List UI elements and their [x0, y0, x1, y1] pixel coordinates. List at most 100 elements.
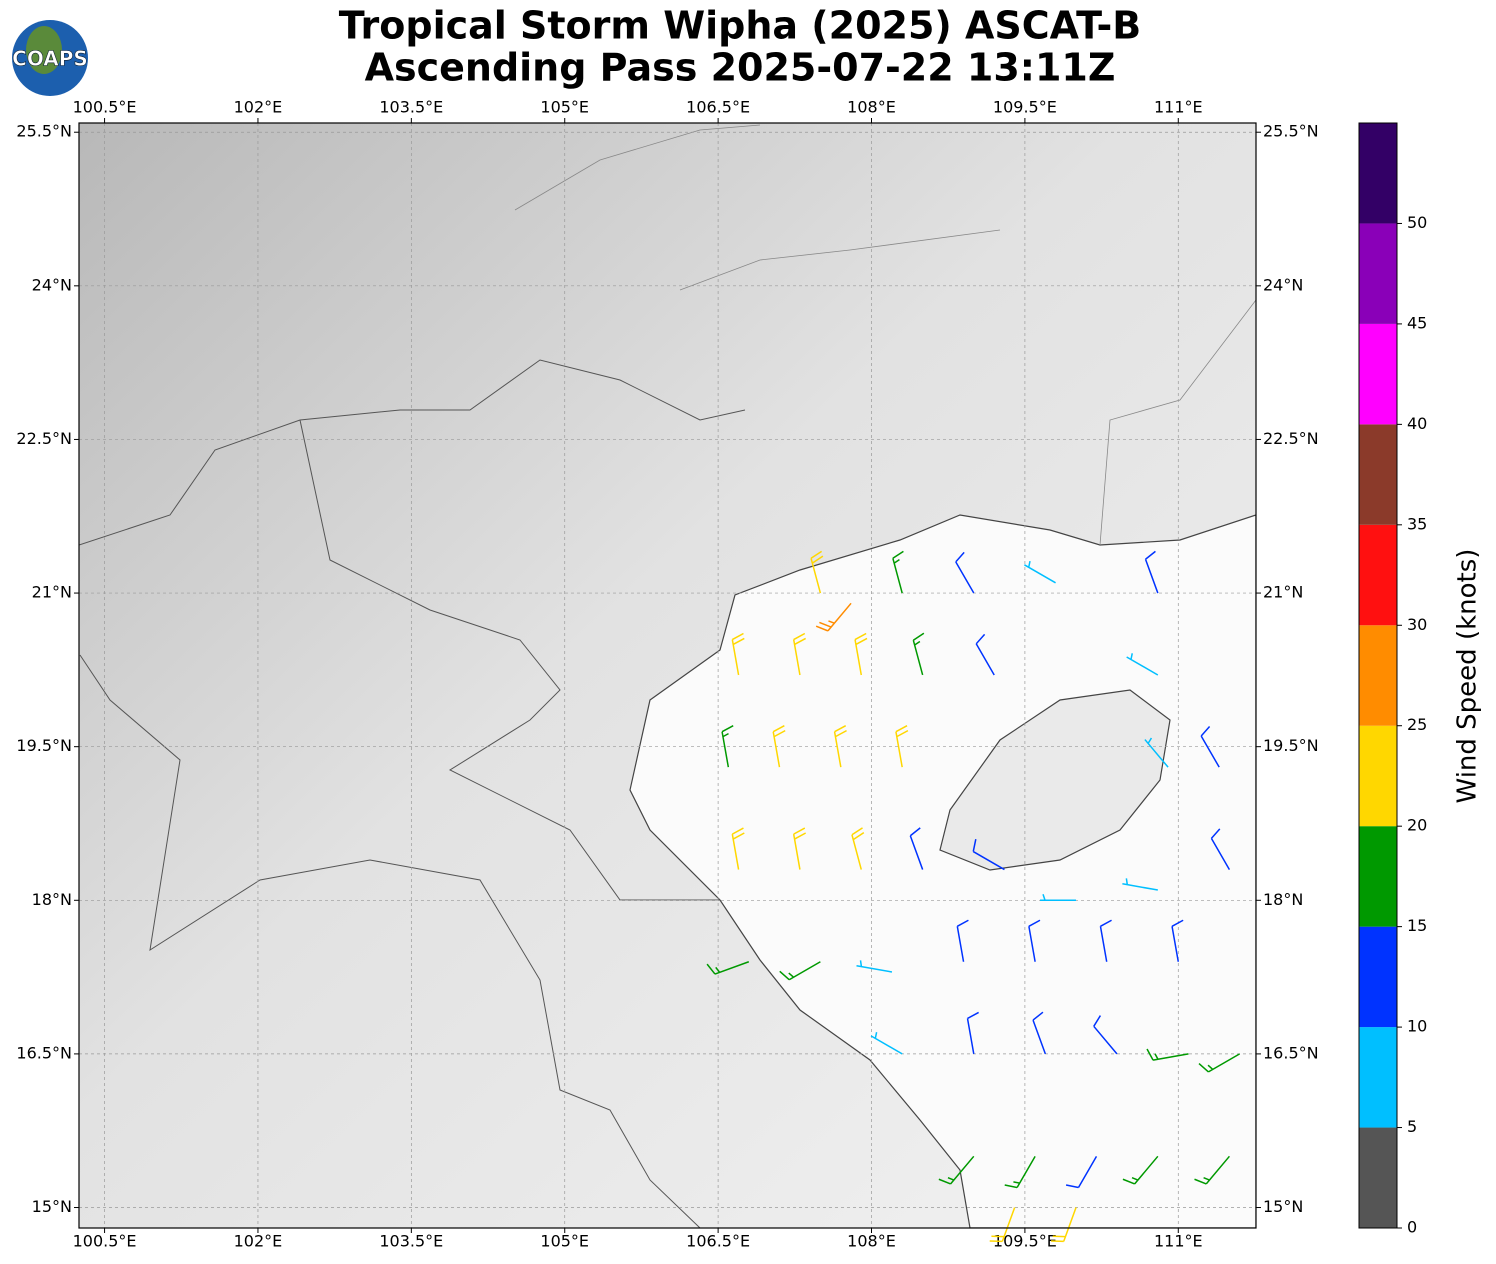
- lat-tick-label: 18°N: [1263, 890, 1303, 909]
- wind-barb: [972, 839, 1005, 871]
- logo: COAPS: [12, 20, 88, 96]
- wind-barb: [721, 725, 734, 768]
- wind-barb: [1032, 1011, 1047, 1055]
- title-line: Ascending Pass 2025-07-22 13:11Z: [365, 46, 1116, 90]
- wind-barb: [1200, 726, 1220, 768]
- colorbar-frame: [1358, 122, 1398, 1229]
- wind-barb: [1126, 653, 1159, 676]
- colorbar-bin: [1359, 725, 1397, 827]
- wind-barb: [1065, 1155, 1098, 1189]
- wind-barb: [955, 551, 975, 594]
- colorbar-bin: [1359, 1127, 1397, 1228]
- wind-barb: [706, 961, 750, 975]
- wind-barb: [938, 1155, 975, 1185]
- lon-tick-label: 111°E: [1154, 98, 1203, 117]
- lat-tick-label: 21°N: [32, 583, 72, 602]
- lat-tick-label: 21°N: [1263, 583, 1303, 602]
- wind-barb: [1040, 894, 1077, 902]
- lon-tick-label: 109.5°E: [993, 1232, 1057, 1251]
- colorbar-tick-label: 5: [1407, 1117, 1417, 1136]
- wind-barb: [1099, 919, 1112, 962]
- lat-tick-label: 15°N: [32, 1197, 72, 1216]
- lat-tick-label: 22.5°N: [1263, 429, 1319, 448]
- wind-barb: [966, 1011, 979, 1055]
- wind-barb: [854, 632, 868, 676]
- wind-barb: [1198, 1053, 1241, 1073]
- lat-tick-label: 25.5°N: [1263, 122, 1319, 141]
- wind-barb: [870, 1032, 903, 1055]
- wind-barb: [1146, 1048, 1189, 1061]
- wind-barb: [792, 827, 807, 870]
- wind-barb: [975, 633, 995, 676]
- colorbar-bin: [1359, 926, 1397, 1028]
- wind-barb: [1093, 1015, 1118, 1055]
- colorbar-bin: [1359, 123, 1397, 224]
- colorbar-bin: [1359, 524, 1397, 626]
- colorbar-bin: [1359, 323, 1397, 425]
- wind-barb: [810, 550, 824, 594]
- colorbar-bin: [1359, 223, 1397, 324]
- wind-barb: [909, 827, 924, 870]
- lon-tick-label: 100.5°E: [73, 1232, 137, 1251]
- lat-tick-label: 22.5°N: [16, 429, 72, 448]
- wind-barb: [892, 550, 904, 594]
- lat-tick-label: 18°N: [32, 890, 72, 909]
- lon-tick-label: 105°E: [540, 98, 589, 117]
- wind-barb: [856, 960, 893, 973]
- logo-text: COAPS: [12, 47, 88, 71]
- wind-barb: [895, 725, 909, 768]
- wind-barb: [1024, 560, 1056, 584]
- colorbar-tick-label: 30: [1407, 615, 1427, 634]
- lon-tick-label: 108°E: [847, 1232, 896, 1251]
- colorbar-tick-label: 20: [1407, 816, 1427, 835]
- wind-barb: [1144, 737, 1169, 768]
- wind-barb: [956, 919, 969, 962]
- lat-tick-label: 24°N: [32, 275, 72, 294]
- wind-barb: [1051, 1207, 1077, 1243]
- wind-barb: [1028, 919, 1041, 962]
- wind-barb: [912, 632, 925, 676]
- lat-tick-label: 19.5°N: [1263, 736, 1319, 755]
- colorbar-bin: [1359, 826, 1397, 927]
- lon-tick-label: 111°E: [1154, 1232, 1203, 1251]
- lon-tick-label: 105°E: [540, 1232, 589, 1251]
- lat-tick-label: 25.5°N: [16, 122, 72, 141]
- lon-tick-label: 106.5°E: [686, 98, 750, 117]
- lon-tick-label: 100.5°E: [73, 98, 137, 117]
- lon-tick-label: 106.5°E: [686, 1232, 750, 1251]
- colorbar-tick-label: 45: [1407, 313, 1427, 332]
- wind-barb: [989, 1207, 1016, 1243]
- wind-barb: [779, 961, 821, 981]
- lon-tick-label: 103.5°E: [379, 1232, 443, 1251]
- wind-barb: [1122, 878, 1158, 891]
- lon-tick-label: 102°E: [234, 98, 283, 117]
- wind-barb: [1144, 550, 1159, 594]
- colorbar-label: Wind Speed (knots): [1453, 549, 1483, 804]
- title-line: Tropical Storm Wipha (2025) ASCAT-B: [339, 4, 1141, 48]
- wind-barb: [1122, 1155, 1159, 1185]
- colorbar-bin: [1359, 625, 1397, 726]
- colorbar-bin: [1359, 1027, 1397, 1128]
- colorbar-tick-label: 35: [1407, 514, 1427, 533]
- wind-barb: [731, 827, 745, 870]
- lat-tick-label: 24°N: [1263, 275, 1303, 294]
- colorbar-tick-label: 25: [1407, 715, 1427, 734]
- lat-tick-label: 16.5°N: [16, 1043, 72, 1062]
- wind-barb: [1210, 828, 1231, 870]
- wind-barb: [1171, 919, 1184, 962]
- lon-tick-label: 103.5°E: [379, 98, 443, 117]
- wind-barb: [833, 725, 847, 768]
- wind-barb: [815, 602, 852, 632]
- lat-tick-label: 15°N: [1263, 1197, 1303, 1216]
- colorbar-tick-label: 10: [1407, 1017, 1427, 1036]
- lon-tick-label: 102°E: [234, 1232, 283, 1251]
- wind-barb: [772, 725, 786, 768]
- colorbar-tick-label: 50: [1407, 213, 1427, 232]
- wind-barb: [851, 827, 865, 870]
- colorbar-bin: [1359, 424, 1397, 525]
- wind-barb: [1194, 1155, 1230, 1185]
- colorbar: 0 5 10 15 20 25 30 35 40 45 50: [1358, 122, 1427, 1237]
- wind-barb: [731, 632, 745, 676]
- wind-barb: [1004, 1155, 1036, 1189]
